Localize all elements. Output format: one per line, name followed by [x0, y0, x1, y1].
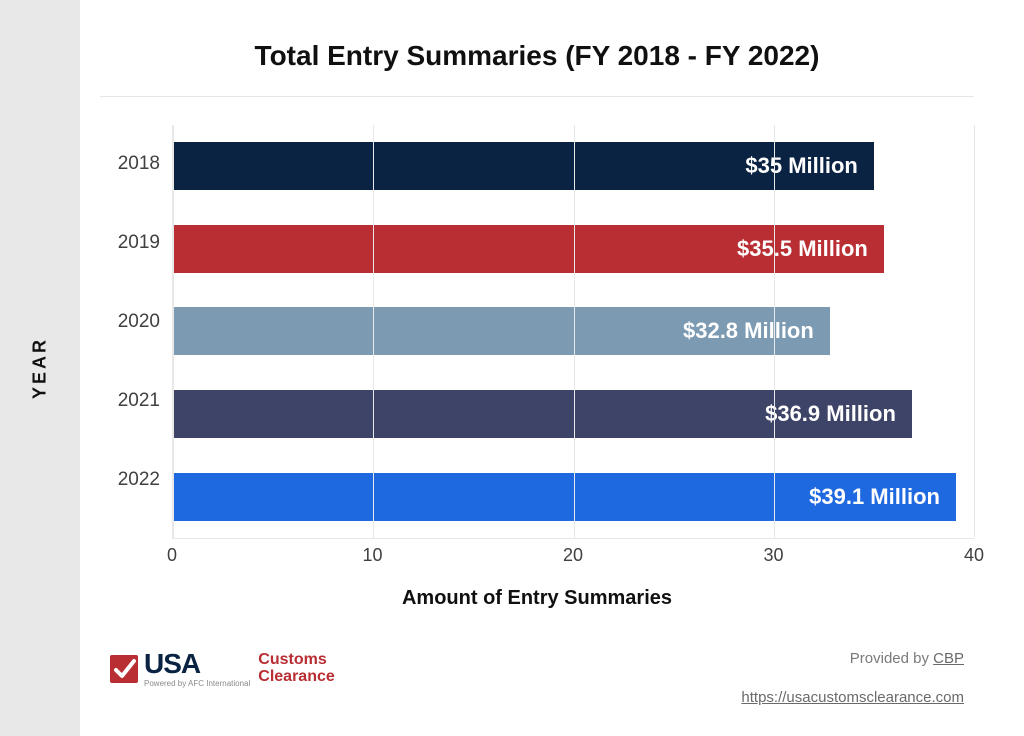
logo-powered-by: Powered by AFC International [144, 680, 250, 688]
plot-area: $35 Million $35.5 Million $32.8 Million $36… [172, 125, 974, 539]
y-axis-labels: 2018 2019 2020 2021 2022 [100, 125, 172, 539]
y-tick-label: 2021 [100, 390, 172, 412]
y-axis-title: YEAR [30, 337, 51, 399]
logo-customs-text: Customs [258, 652, 335, 669]
y-tick-label: 2022 [100, 469, 172, 491]
gridline [774, 125, 775, 538]
bar: $32.8 Million [173, 307, 830, 355]
logo-text-block: USA Powered by AFC International [144, 650, 250, 688]
main-panel: Total Entry Summaries (FY 2018 - FY 2022… [80, 0, 1024, 736]
footer: USA Powered by AFC International Customs… [100, 640, 974, 706]
logo-usa-text: USA [144, 650, 250, 678]
bar: $35.5 Million [173, 225, 884, 273]
logo: USA Powered by AFC International Customs… [110, 650, 335, 688]
chart-area: 2018 2019 2020 2021 2022 $35 Million $35.5 Mi… [100, 125, 974, 539]
chart-title: Total Entry Summaries (FY 2018 - FY 2022… [100, 40, 974, 72]
provided-by-label: Provided by [850, 650, 933, 667]
x-tick-label: 20 [563, 545, 583, 566]
gridline [173, 125, 174, 538]
x-tick-label: 30 [763, 545, 783, 566]
bar: $36.9 Million [173, 390, 912, 438]
x-axis-ticks: 010203040 [172, 539, 974, 569]
left-strip: YEAR [0, 0, 80, 736]
divider [100, 96, 974, 97]
credits-url: https://usacustomsclearance.com [741, 689, 964, 706]
logo-brand-text: Customs Clearance [258, 652, 335, 686]
gridline [974, 125, 975, 538]
bar: $39.1 Million [173, 473, 956, 521]
y-tick-label: 2019 [100, 232, 172, 254]
gridline [373, 125, 374, 538]
logo-clearance-text: Clearance [258, 669, 335, 686]
x-tick-label: 0 [167, 545, 177, 566]
x-tick-label: 40 [964, 545, 984, 566]
bar: $35 Million [173, 142, 874, 190]
y-tick-label: 2020 [100, 311, 172, 333]
x-tick-label: 10 [362, 545, 382, 566]
logo-check-icon [110, 655, 138, 683]
gridline [574, 125, 575, 538]
provided-by-source: CBP [933, 650, 964, 667]
x-axis-title: Amount of Entry Summaries [100, 587, 974, 610]
y-tick-label: 2018 [100, 153, 172, 175]
credits: Provided by CBP https://usacustomscleara… [741, 650, 964, 706]
